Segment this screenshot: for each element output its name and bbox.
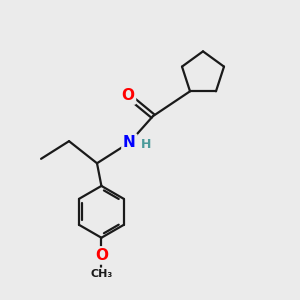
Text: N: N (123, 135, 136, 150)
Text: O: O (122, 88, 134, 103)
Text: CH₃: CH₃ (90, 269, 112, 279)
Text: O: O (95, 248, 108, 263)
Text: H: H (140, 138, 151, 151)
